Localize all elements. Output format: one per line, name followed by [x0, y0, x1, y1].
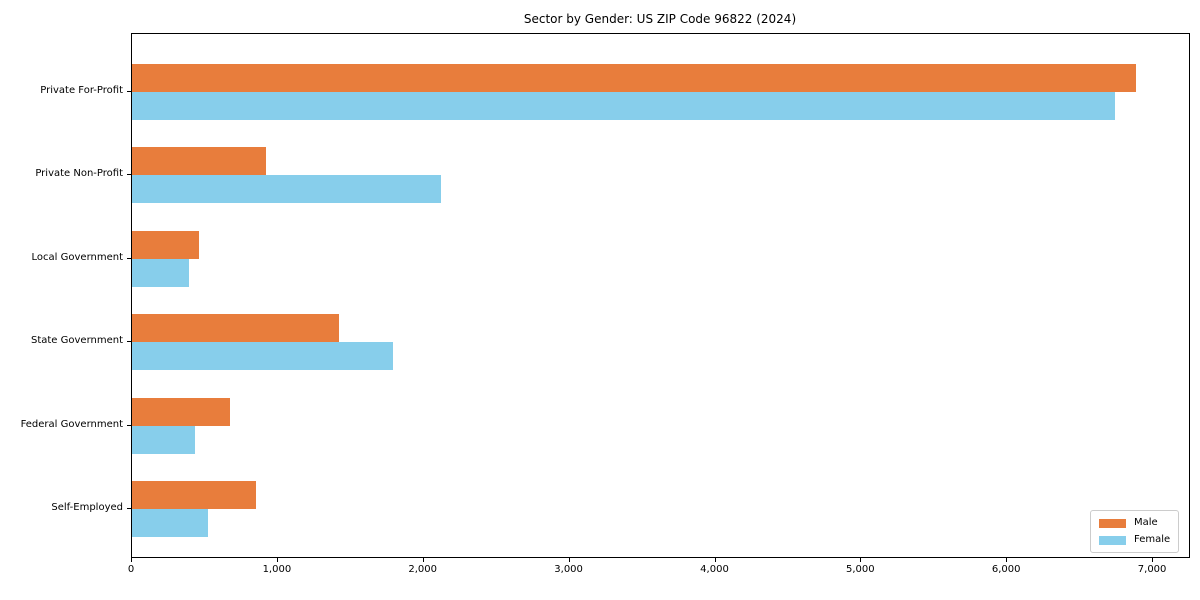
- bar-female-private-non-profit: [132, 175, 442, 204]
- bar-male-self-employed: [132, 481, 256, 509]
- legend-swatch-female: [1099, 535, 1126, 545]
- x-tick-mark: [860, 558, 862, 562]
- x-tick-label-3-000: 3,000: [554, 564, 583, 575]
- bar-female-state-government: [132, 342, 394, 371]
- x-tick-label-4-000: 4,000: [700, 564, 729, 575]
- bar-male-private-for-profit: [132, 64, 1136, 92]
- y-tick-mark: [127, 174, 131, 176]
- legend-entry-female: Female: [1099, 534, 1170, 546]
- y-tick-mark: [127, 341, 131, 343]
- category-label-self-employed: Self-Employed: [51, 502, 123, 513]
- x-tick-label-5-000: 5,000: [845, 564, 875, 575]
- category-label-state-government: State Government: [30, 335, 123, 347]
- bar-male-state-government: [132, 314, 340, 343]
- x-tick-mark: [422, 558, 424, 562]
- y-tick-mark: [127, 91, 131, 92]
- x-tick-label-7-000: 7,000: [1137, 564, 1167, 575]
- category-label-local-government: Local Government: [31, 251, 123, 263]
- x-tick-label-1-000: 1,000: [262, 564, 292, 575]
- bar-female-local-government: [132, 258, 189, 287]
- x-tick-mark: [1006, 558, 1008, 562]
- category-label-private-for-profit: Private For-Profit: [40, 85, 123, 96]
- legend-label-female: Female: [1134, 534, 1171, 545]
- x-tick-label-0: 0: [127, 564, 135, 575]
- bar-female-private-for-profit: [132, 92, 1116, 120]
- y-tick-mark: [127, 257, 131, 259]
- bar-female-self-employed: [132, 509, 208, 537]
- x-tick-mark: [568, 558, 570, 562]
- x-tick-mark: [714, 558, 716, 562]
- x-tick-mark: [131, 558, 132, 562]
- legend-entry-male: Male: [1099, 517, 1170, 529]
- bar-male-federal-government: [132, 397, 230, 426]
- bar-female-federal-government: [132, 425, 195, 454]
- legend-swatch-male: [1099, 518, 1126, 528]
- y-tick-mark: [127, 508, 131, 509]
- category-label-private-non-profit: Private Non-Profit: [35, 168, 123, 180]
- chart-title: Sector by Gender: US ZIP Code 96822 (202…: [523, 12, 797, 26]
- legend-label-male: Male: [1134, 517, 1158, 528]
- bar-male-private-non-profit: [132, 147, 267, 176]
- bar-male-local-government: [132, 230, 200, 259]
- x-tick-label-6-000: 6,000: [991, 564, 1021, 575]
- category-label-federal-government: Federal Government: [20, 418, 123, 430]
- legend: Male Female: [1090, 510, 1180, 553]
- y-tick-mark: [127, 424, 131, 426]
- x-tick-mark: [276, 558, 278, 562]
- x-tick-mark: [1152, 558, 1154, 562]
- x-tick-label-2-000: 2,000: [408, 564, 438, 575]
- plot-area: [131, 33, 1190, 558]
